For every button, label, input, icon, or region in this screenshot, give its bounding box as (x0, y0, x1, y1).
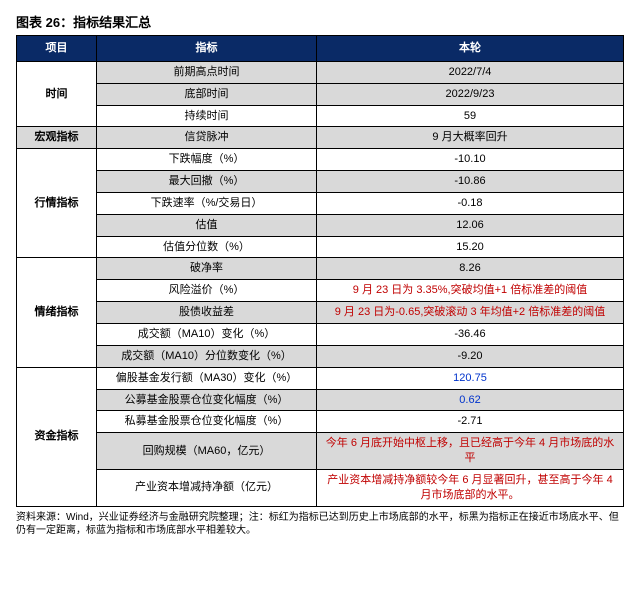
value-cell: -10.10 (317, 149, 624, 171)
value-cell: 2022/9/23 (317, 83, 624, 105)
header-col2: 指标 (97, 36, 317, 62)
value-cell: 9 月 23 日为-0.65,突破滚动 3 年均值+2 倍标准差的阈值 (317, 302, 624, 324)
indicator-label: 成交额（MA10）分位数变化（%） (97, 345, 317, 367)
value-cell: 15.20 (317, 236, 624, 258)
header-col3: 本轮 (317, 36, 624, 62)
value-cell: -36.46 (317, 323, 624, 345)
indicator-label: 产业资本增减持净额（亿元） (97, 469, 317, 506)
table-row: 产业资本增减持净额（亿元）产业资本增减持净额较今年 6 月显著回升，甚至高于今年… (17, 469, 624, 506)
category-cell: 资金指标 (17, 367, 97, 506)
value-cell: 2022/7/4 (317, 61, 624, 83)
indicator-label: 偏股基金发行额（MA30）变化（%） (97, 367, 317, 389)
category-cell: 情绪指标 (17, 258, 97, 367)
indicator-label: 私募基金股票仓位变化幅度（%） (97, 411, 317, 433)
footnote: 资料来源：Wind，兴业证券经济与金融研究院整理；注：标红为指标已达到历史上市场… (16, 511, 624, 538)
header-row: 项目 指标 本轮 (17, 36, 624, 62)
table-row: 估值分位数（%）15.20 (17, 236, 624, 258)
table-row: 行情指标下跌幅度（%）-10.10 (17, 149, 624, 171)
table-row: 下跌速率（%/交易日）-0.18 (17, 192, 624, 214)
value-cell: 9 月大概率回升 (317, 127, 624, 149)
table-row: 私募基金股票仓位变化幅度（%）-2.71 (17, 411, 624, 433)
table-row: 估值12.06 (17, 214, 624, 236)
value-cell: -10.86 (317, 171, 624, 193)
value-cell: 59 (317, 105, 624, 127)
value-cell: 12.06 (317, 214, 624, 236)
indicator-label: 股债收益差 (97, 302, 317, 324)
value-cell: 8.26 (317, 258, 624, 280)
value-cell: 产业资本增减持净额较今年 6 月显著回升，甚至高于今年 4 月市场底部的水平。 (317, 469, 624, 506)
indicator-label: 前期高点时间 (97, 61, 317, 83)
category-cell: 时间 (17, 61, 97, 127)
value-cell: 9 月 23 日为 3.35%,突破均值+1 倍标准差的阈值 (317, 280, 624, 302)
summary-table: 项目 指标 本轮 时间前期高点时间2022/7/4底部时间2022/9/23持续… (16, 35, 624, 507)
table-row: 回购规模（MA60，亿元）今年 6 月底开始中枢上移，且已经高于今年 4 月市场… (17, 433, 624, 470)
table-row: 资金指标偏股基金发行额（MA30）变化（%）120.75 (17, 367, 624, 389)
value-cell: 0.62 (317, 389, 624, 411)
table-row: 最大回撤（%）-10.86 (17, 171, 624, 193)
table-row: 持续时间59 (17, 105, 624, 127)
value-cell: -0.18 (317, 192, 624, 214)
indicator-label: 最大回撤（%） (97, 171, 317, 193)
value-cell: 今年 6 月底开始中枢上移，且已经高于今年 4 月市场底的水平 (317, 433, 624, 470)
indicator-label: 信贷脉冲 (97, 127, 317, 149)
table-row: 宏观指标信贷脉冲9 月大概率回升 (17, 127, 624, 149)
category-cell: 行情指标 (17, 149, 97, 258)
header-col1: 项目 (17, 36, 97, 62)
indicator-label: 持续时间 (97, 105, 317, 127)
value-cell: -9.20 (317, 345, 624, 367)
table-row: 成交额（MA10）分位数变化（%）-9.20 (17, 345, 624, 367)
indicator-label: 底部时间 (97, 83, 317, 105)
indicator-label: 下跌幅度（%） (97, 149, 317, 171)
indicator-label: 下跌速率（%/交易日） (97, 192, 317, 214)
indicator-label: 估值分位数（%） (97, 236, 317, 258)
table-row: 风险溢价（%）9 月 23 日为 3.35%,突破均值+1 倍标准差的阈值 (17, 280, 624, 302)
indicator-label: 公募基金股票仓位变化幅度（%） (97, 389, 317, 411)
indicator-label: 估值 (97, 214, 317, 236)
indicator-label: 回购规模（MA60，亿元） (97, 433, 317, 470)
value-cell: -2.71 (317, 411, 624, 433)
indicator-label: 破净率 (97, 258, 317, 280)
table-row: 底部时间2022/9/23 (17, 83, 624, 105)
table-row: 股债收益差9 月 23 日为-0.65,突破滚动 3 年均值+2 倍标准差的阈值 (17, 302, 624, 324)
table-row: 时间前期高点时间2022/7/4 (17, 61, 624, 83)
table-row: 成交额（MA10）变化（%）-36.46 (17, 323, 624, 345)
value-cell: 120.75 (317, 367, 624, 389)
table-row: 公募基金股票仓位变化幅度（%）0.62 (17, 389, 624, 411)
indicator-label: 成交额（MA10）变化（%） (97, 323, 317, 345)
table-row: 情绪指标破净率8.26 (17, 258, 624, 280)
table-caption: 图表 26：指标结果汇总 (16, 12, 624, 31)
indicator-label: 风险溢价（%） (97, 280, 317, 302)
category-cell: 宏观指标 (17, 127, 97, 149)
